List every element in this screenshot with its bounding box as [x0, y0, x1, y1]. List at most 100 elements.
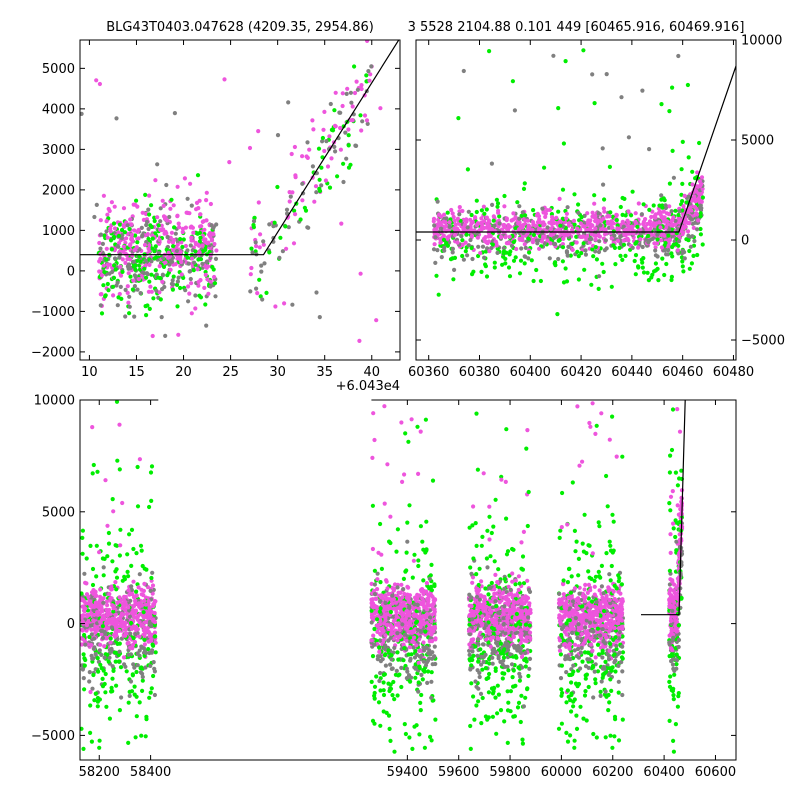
data-point-green [514, 656, 518, 660]
data-point-gray [467, 243, 471, 247]
data-point-gray [395, 669, 399, 673]
data-point-gray [129, 584, 133, 588]
panel-top-left: 10 15 20 25 30 35 40−2000−10000100020003000400… [31, 38, 400, 394]
data-point-magenta [190, 256, 194, 260]
data-point-green [197, 294, 201, 298]
data-point-gray [485, 565, 489, 569]
data-point-magenta [419, 430, 423, 434]
data-point-green [317, 147, 321, 151]
data-point-magenta [686, 229, 690, 233]
data-point-magenta [426, 627, 430, 631]
data-point-magenta [615, 226, 619, 230]
data-point-magenta [176, 243, 180, 247]
data-point-gray [405, 540, 409, 544]
data-point-magenta [148, 285, 152, 289]
data-point-green [524, 664, 528, 668]
data-point-green [501, 676, 505, 680]
data-point-magenta [422, 589, 426, 593]
data-point-magenta [137, 585, 141, 589]
data-point-magenta [314, 184, 318, 188]
data-point-magenta [207, 233, 211, 237]
data-point-magenta [97, 241, 101, 245]
data-point-magenta [122, 245, 126, 249]
data-point-green [332, 108, 336, 112]
data-point-gray [370, 620, 374, 624]
data-point-green [321, 136, 325, 140]
data-point-magenta [400, 480, 404, 484]
data-point-magenta [370, 456, 374, 460]
data-point-green [669, 251, 673, 255]
data-point-green [673, 209, 677, 213]
data-point-green [150, 246, 154, 250]
data-point-green [373, 685, 377, 689]
data-point-green [656, 278, 660, 282]
data-point-magenta [527, 224, 531, 228]
data-point-green [374, 674, 378, 678]
data-point-green [371, 504, 375, 508]
data-point-gray [601, 146, 605, 150]
data-point-gray [535, 241, 539, 245]
data-point-green [490, 581, 494, 585]
data-point-green [647, 208, 651, 212]
data-point-magenta [124, 236, 128, 240]
data-point-magenta [312, 200, 316, 204]
data-point-gray [482, 660, 486, 664]
data-point-green [634, 253, 638, 257]
data-point-green [497, 693, 501, 697]
data-point-magenta [373, 611, 377, 615]
data-point-green [539, 279, 543, 283]
data-point-green [610, 285, 614, 289]
data-point-gray [492, 224, 496, 228]
data-point-magenta [111, 293, 115, 297]
data-point-green [512, 240, 516, 244]
data-point-green [96, 670, 100, 674]
data-point-gray [387, 638, 391, 642]
data-point-green [373, 569, 377, 573]
data-point-green [143, 193, 147, 197]
data-point-magenta [195, 201, 199, 205]
data-point-magenta [479, 579, 483, 583]
data-point-gray [344, 157, 348, 161]
x-tick-label: 60400 [510, 365, 551, 380]
data-point-green [96, 656, 100, 660]
data-point-magenta [387, 592, 391, 596]
data-point-magenta [446, 237, 450, 241]
data-point-gray [667, 228, 671, 232]
data-point-gray [528, 657, 532, 661]
data-point-green [135, 714, 139, 718]
data-point-magenta [375, 624, 379, 628]
data-point-gray [117, 650, 121, 654]
data-point-green [502, 656, 506, 660]
data-point-magenta [113, 226, 117, 230]
data-point-gray [95, 203, 99, 207]
data-point-magenta [452, 226, 456, 230]
data-point-magenta [502, 612, 506, 616]
data-point-gray [149, 259, 153, 263]
data-point-green [418, 701, 422, 705]
model-line [416, 66, 736, 232]
data-point-green [562, 141, 566, 145]
data-point-magenta [693, 205, 697, 209]
data-point-magenta [359, 128, 363, 132]
data-point-green [112, 263, 116, 267]
data-point-gray [135, 288, 139, 292]
data-point-magenta [516, 221, 520, 225]
data-point-gray [597, 274, 601, 278]
data-point-magenta [502, 223, 506, 227]
data-point-green [531, 208, 535, 212]
data-point-magenta [511, 218, 515, 222]
data-point-magenta [135, 594, 139, 598]
data-point-gray [688, 216, 692, 220]
data-point-green [142, 638, 146, 642]
data-point-magenta [549, 233, 553, 237]
data-point-green [613, 262, 617, 266]
data-point-green [378, 610, 382, 614]
data-point-green [417, 732, 421, 736]
data-point-green [419, 693, 423, 697]
data-point-green [424, 418, 428, 422]
data-point-green [104, 293, 108, 297]
data-point-magenta [88, 690, 92, 694]
data-point-magenta [119, 274, 123, 278]
data-point-magenta [147, 194, 151, 198]
